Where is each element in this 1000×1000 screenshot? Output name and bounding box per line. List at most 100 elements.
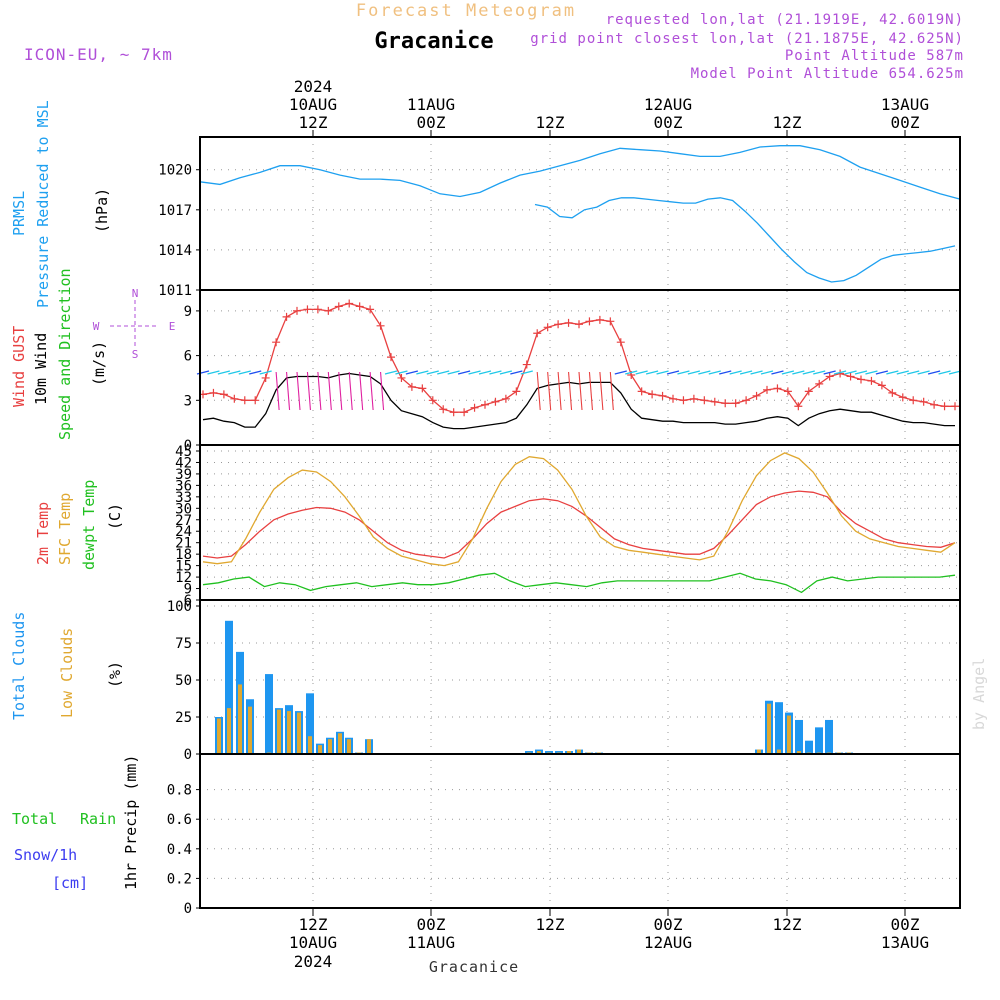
precip-panel: 0 0.2 0.4 0.6 0.8 <box>167 783 200 917</box>
gust-marker <box>773 384 782 393</box>
y-tick-label: 50 <box>175 673 192 689</box>
top-time-label: 11AUG <box>407 95 455 114</box>
wind-dir-arrow <box>384 370 398 375</box>
gust-marker <box>491 397 500 406</box>
compass-w: W <box>93 320 100 333</box>
wind-dir-arrow <box>750 370 763 375</box>
gust-marker <box>857 375 865 384</box>
gust-marker <box>345 299 354 308</box>
wind-unit-label: (m/s) <box>90 341 108 386</box>
wind-dir-arrow <box>499 370 513 375</box>
wind-dir-arrow <box>625 370 638 375</box>
y-tick-label: 1017 <box>158 203 192 219</box>
sfc-temp-label: SFC Temp <box>56 493 74 565</box>
bottom-time-label: 12Z <box>299 915 328 934</box>
gust-marker <box>731 399 740 408</box>
gust-marker <box>888 388 897 397</box>
wind-dir-arrow <box>802 370 815 375</box>
y-tick-label: 0.2 <box>167 871 192 887</box>
y-tick-label: 6 <box>184 593 192 609</box>
gust-marker <box>794 402 803 411</box>
wind-dir-arrow <box>359 371 364 411</box>
gust-marker <box>251 396 260 405</box>
gust-marker <box>334 302 343 311</box>
wind-dir-arrow <box>380 371 385 411</box>
wind-dir-arrow <box>907 370 920 375</box>
wind10-label: 10m Wind <box>32 333 50 405</box>
gust-marker <box>616 338 625 347</box>
total-cloud-bar <box>306 693 314 754</box>
low-cloud-bar <box>367 739 371 754</box>
wind-dir-arrow <box>656 370 669 375</box>
temp-line-1 <box>202 452 956 567</box>
precip-axis-label: 1hr Precip (mm) <box>122 755 140 890</box>
y-tick-label: 1011 <box>158 283 192 299</box>
gust-marker <box>522 360 531 369</box>
gust-marker <box>867 376 876 385</box>
wind-dir-arrow <box>599 371 604 411</box>
top-time-label: 10AUG <box>289 95 337 114</box>
gust-marker <box>366 305 375 314</box>
wind-dir-arrow <box>196 370 210 375</box>
gust-marker <box>240 396 249 405</box>
y-tick-label: 0.6 <box>167 812 192 828</box>
low-cloud-bar <box>277 709 281 754</box>
gust-marker <box>387 353 395 362</box>
gust-marker <box>355 302 364 311</box>
gust-marker <box>742 396 751 405</box>
wind-dir-arrow <box>207 370 220 375</box>
wind-dir-arrow <box>416 370 429 375</box>
forecast-label: Forecast Meteogram <box>356 1 576 21</box>
wind-dir-arrow <box>578 371 583 411</box>
panel-frame <box>199 289 961 446</box>
y-tick-label: 33 <box>175 490 192 506</box>
wind-dir-arrow <box>771 370 784 375</box>
low-cloud-bar <box>757 749 761 754</box>
top-time-label: 13AUG <box>881 95 929 114</box>
snow-unit-label: [cm] <box>52 874 88 892</box>
y-tick-label: 9 <box>184 582 192 598</box>
wind-dir-arrow <box>348 371 353 411</box>
compass-s: S <box>132 348 139 361</box>
y-tick-label: 42 <box>175 455 192 471</box>
wind-dir-arrow <box>510 370 523 375</box>
wind-dir-arrow <box>823 370 836 375</box>
low-cloud-bar <box>217 718 221 754</box>
compass-rose: N S W E <box>93 287 176 361</box>
gust-marker <box>313 305 322 314</box>
temp-unit-label: (C) <box>106 503 124 530</box>
snow-label: Snow/1h <box>14 846 77 864</box>
y-tick-label: 9 <box>184 304 192 320</box>
temp-line-2 <box>202 572 956 594</box>
wind-panel: 0 3 6 9 <box>184 299 962 454</box>
low-clouds-label: Low Clouds <box>58 628 76 718</box>
y-tick-label: 6 <box>184 349 192 365</box>
wind-dir-arrow <box>609 371 614 411</box>
wind-dir-arrow <box>489 370 502 375</box>
gust-marker <box>554 320 563 329</box>
cloud-unit-label: (%) <box>106 661 124 688</box>
footer-location: Gracanice <box>429 958 519 976</box>
bottom-time-label: 00Z <box>417 915 446 934</box>
gust-marker <box>460 408 469 417</box>
wind-dir-arrow <box>792 370 805 375</box>
wind-dir-arrow <box>338 371 343 411</box>
low-cloud-bar <box>287 711 291 754</box>
y-tick-label: 15 <box>175 559 192 575</box>
total-clouds-label: Total Clouds <box>10 612 28 720</box>
location-title: Gracanice <box>374 29 493 54</box>
wind-dir-arrow <box>568 371 573 411</box>
low-cloud-bar <box>577 749 581 754</box>
wind-dir-arrow <box>886 370 899 375</box>
gust-marker <box>898 393 907 402</box>
wind-dir-arrow <box>536 371 541 411</box>
panel-frames <box>199 130 961 916</box>
low-cloud-bar <box>308 736 312 754</box>
wind-dir-arrow <box>708 370 721 375</box>
y-tick-label: 3 <box>184 393 192 409</box>
gust-marker <box>763 385 771 394</box>
low-cloud-bar <box>797 751 801 754</box>
bottom-time-label: 2024 <box>294 952 333 971</box>
total-cloud-bar <box>815 727 823 754</box>
